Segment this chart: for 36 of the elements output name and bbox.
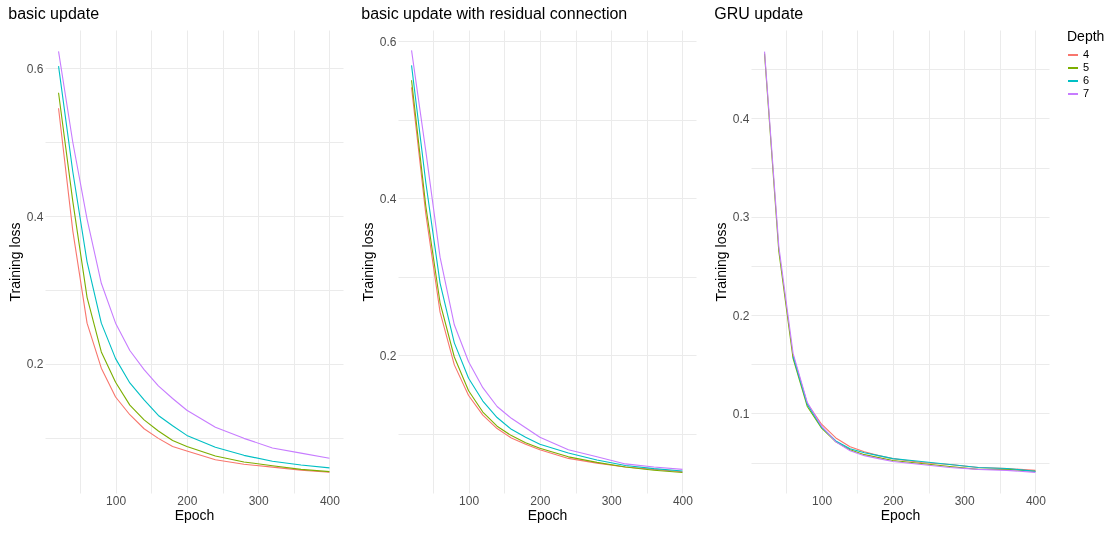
x-tick-label: 300 — [954, 493, 975, 508]
y-tick-label: 0.6 — [379, 34, 397, 49]
chart-title: GRU update — [714, 5, 804, 22]
y-axis-title: Training loss — [712, 222, 729, 302]
y-tick-label: 0.3 — [732, 210, 750, 225]
y-tick-label: 0.1 — [732, 406, 750, 421]
y-axis-title: Training loss — [6, 222, 23, 302]
x-axis-title: Epoch — [880, 506, 921, 523]
x-tick-label: 200 — [177, 493, 198, 508]
legend-label: 6 — [1083, 74, 1090, 86]
x-tick-label: 300 — [248, 493, 269, 508]
y-tick-label: 0.2 — [26, 357, 44, 372]
x-tick-label: 200 — [530, 493, 551, 508]
x-axis-title: Epoch — [527, 506, 568, 523]
y-axis-title: Training loss — [359, 222, 376, 302]
x-tick-label: 400 — [319, 493, 341, 508]
chart-title: basic update — [8, 5, 100, 22]
legend-label: 5 — [1083, 61, 1090, 73]
legend-label: 4 — [1083, 48, 1090, 60]
y-tick-label: 0.2 — [732, 308, 750, 323]
y-tick-label: 0.2 — [379, 348, 397, 363]
x-tick-label: 100 — [106, 493, 127, 508]
y-tick-label: 0.4 — [26, 209, 44, 224]
y-tick-label: 0.4 — [732, 111, 750, 126]
y-tick-label: 0.6 — [26, 61, 44, 76]
y-tick-label: 0.4 — [379, 191, 397, 206]
x-axis-title: Epoch — [174, 506, 215, 523]
x-tick-label: 400 — [1025, 493, 1047, 508]
chart-title: basic update with residual connection — [361, 5, 628, 22]
x-tick-label: 100 — [812, 493, 833, 508]
x-tick-label: 400 — [672, 493, 694, 508]
legend-label: 7 — [1083, 87, 1090, 99]
legend-title: Depth — [1067, 28, 1105, 44]
x-tick-label: 100 — [459, 493, 480, 508]
x-tick-label: 200 — [883, 493, 904, 508]
x-tick-label: 300 — [601, 493, 622, 508]
